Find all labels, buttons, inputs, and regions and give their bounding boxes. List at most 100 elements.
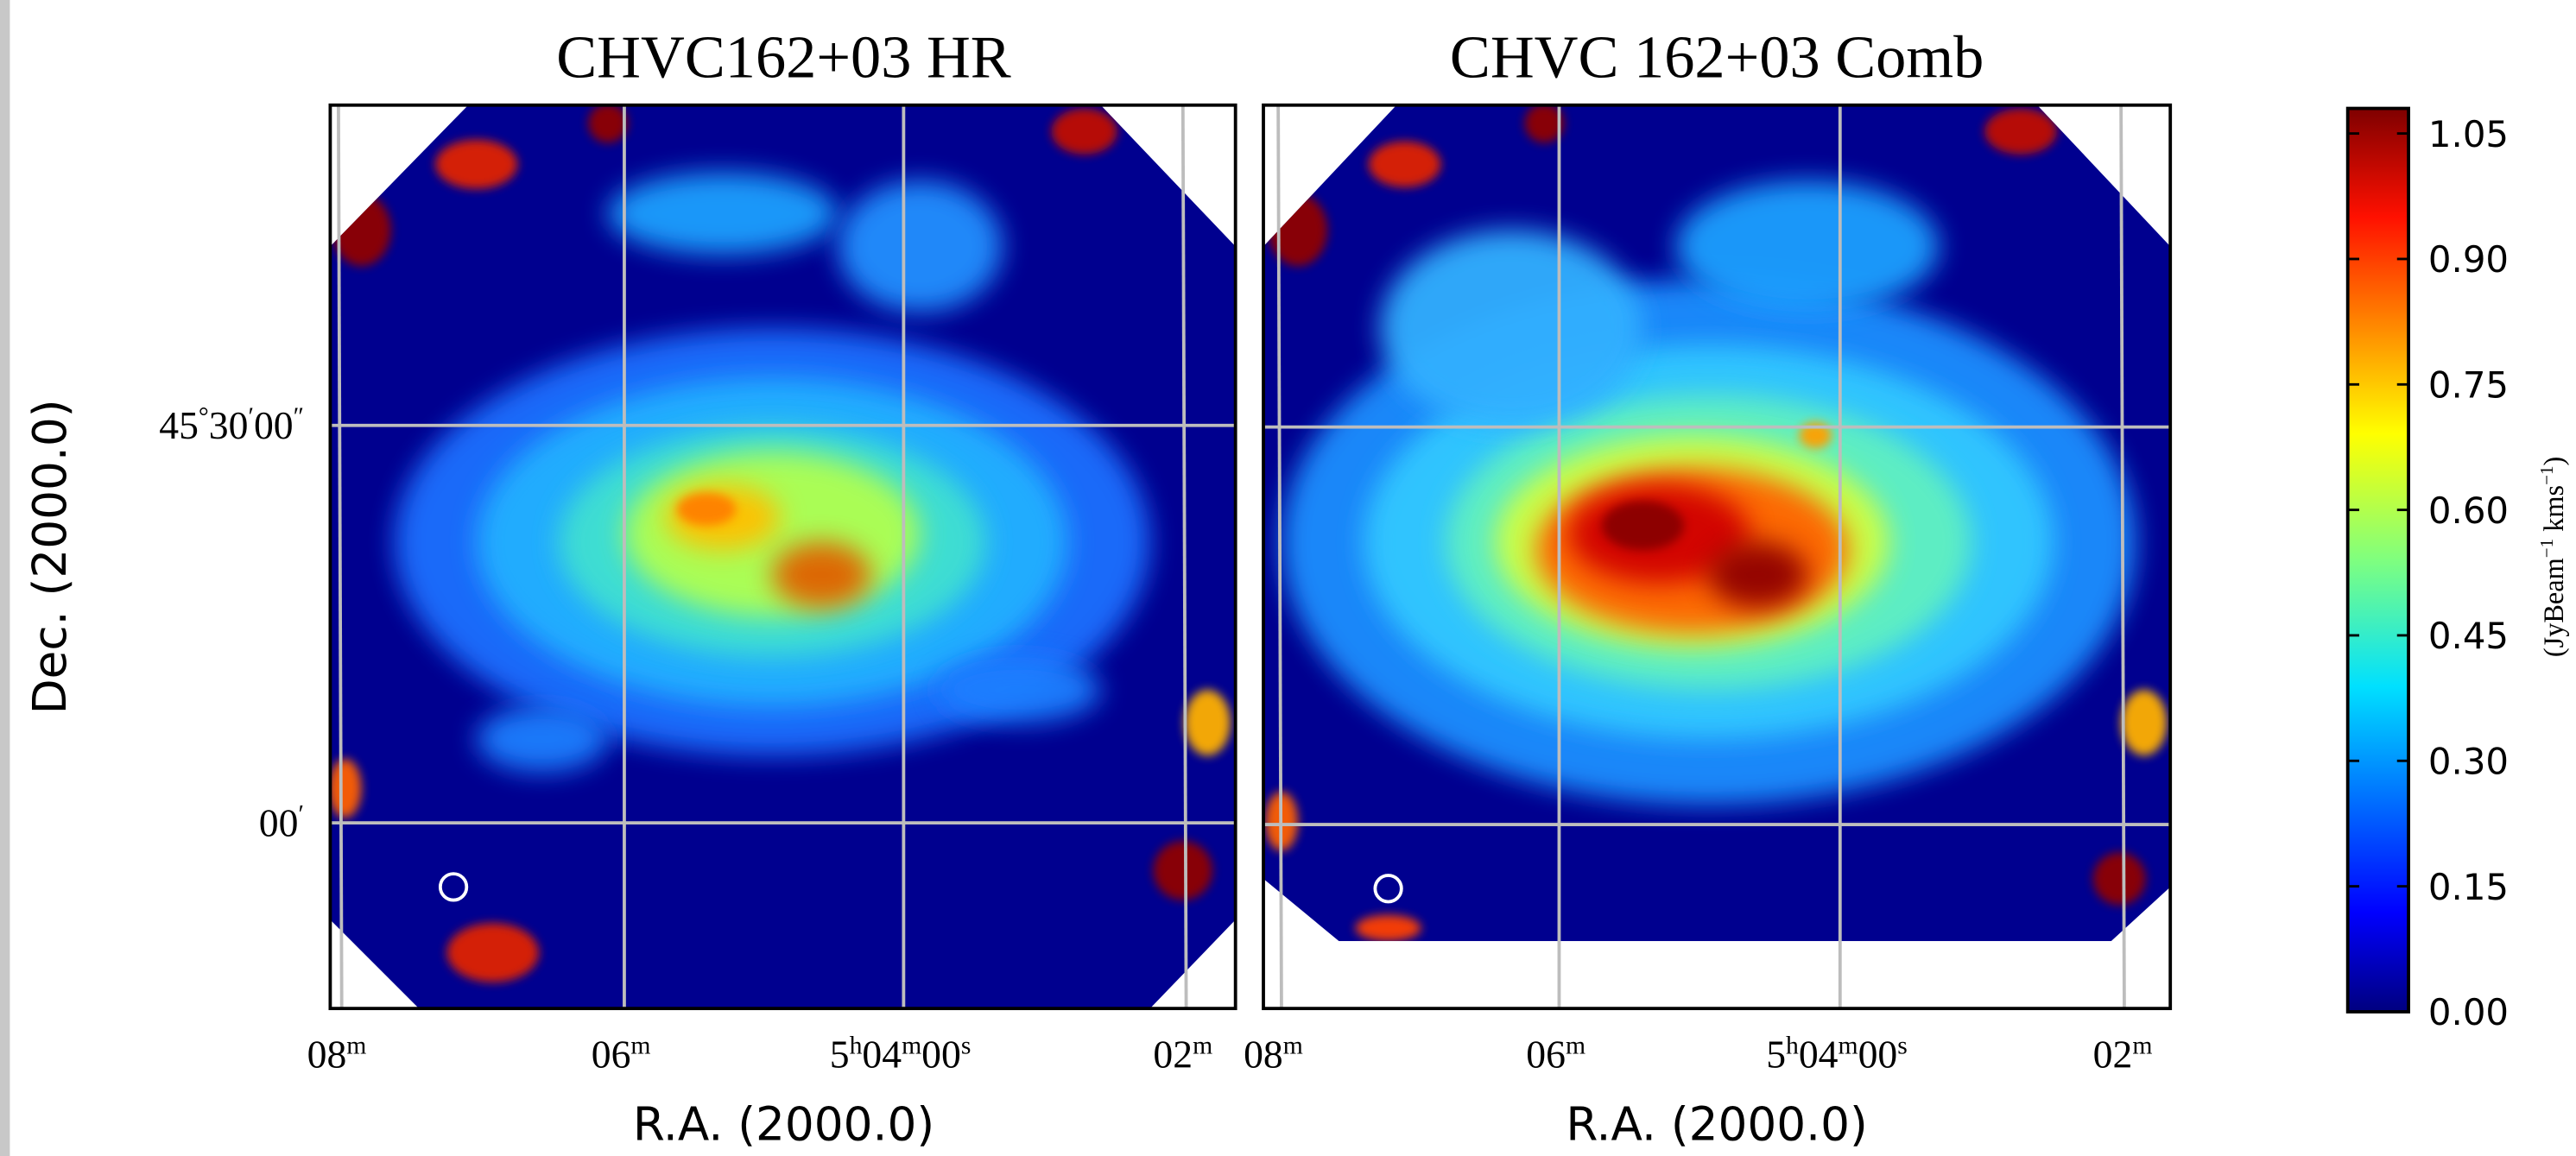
- colorbar-scale: [2345, 106, 2410, 1014]
- y-tick-label: 00′: [259, 800, 304, 844]
- grid-line: [2119, 104, 2126, 1009]
- panel-title: CHVC 162+03 Comb: [1450, 23, 1984, 91]
- map-feature: [1984, 108, 2057, 155]
- beam-marker: [1373, 874, 1403, 904]
- colorbar-tick-label: 0.60: [2428, 490, 2509, 532]
- map-feature: [1708, 541, 1807, 608]
- y-tick-label-sup: ′: [298, 800, 303, 828]
- x-tick-label-sup: s: [961, 1033, 972, 1060]
- x-tick-label: 5h04m00s: [1766, 1033, 1908, 1077]
- intensity-map: [330, 104, 1236, 1009]
- colorbar-label-part: ): [2538, 457, 2569, 466]
- x-tick-label-part: 06: [592, 1033, 631, 1077]
- map-feature: [446, 923, 540, 982]
- plot-frame: [328, 103, 1237, 1011]
- colorbar-label: (JyBeam−1 kms−1): [2536, 457, 2569, 657]
- x-tick-label-sup: s: [1897, 1033, 1908, 1060]
- colorbar-label-part: (JyBeam: [2538, 558, 2569, 657]
- colorbar-tick-label: 0.75: [2428, 364, 2509, 407]
- map-feature: [1051, 108, 1117, 155]
- y-axis-label: Dec. (2000.0): [23, 400, 77, 715]
- x-axis-label: R.A. (2000.0): [633, 1097, 934, 1151]
- x-tick-label-sup: m: [902, 1033, 921, 1060]
- map-feature: [332, 193, 391, 267]
- x-tick-label-part: 08: [1244, 1033, 1283, 1077]
- x-tick-label-part: 06: [1526, 1033, 1566, 1077]
- x-tick-label-sup: m: [1283, 1033, 1303, 1060]
- map-feature: [2092, 852, 2146, 906]
- map-feature: [676, 492, 737, 526]
- x-tick-label-sup: m: [1193, 1033, 1212, 1060]
- map-feature: [588, 104, 628, 143]
- colorbar-tick-label: 0.90: [2428, 238, 2509, 281]
- map-feature: [1153, 841, 1213, 900]
- map-feature: [838, 180, 1003, 313]
- map-feature: [772, 541, 871, 608]
- map-feature: [330, 758, 362, 818]
- x-tick-label-part: 5: [1766, 1033, 1786, 1077]
- colorbar-label-part: kms: [2538, 485, 2569, 539]
- x-tick-label-sup: m: [1839, 1033, 1858, 1060]
- map-feature: [435, 139, 518, 189]
- y-tick-label-part: 45: [159, 403, 199, 447]
- beam-marker: [438, 872, 469, 902]
- grid-line: [1180, 104, 1188, 1009]
- x-tick-label-part: 00: [921, 1033, 961, 1077]
- colorbar: 0.000.150.300.450.600.750.901.05(JyBeam−…: [2345, 106, 2569, 1033]
- colorbar-label-sup: −1: [2536, 539, 2557, 558]
- x-tick-label-part: 04: [1799, 1033, 1839, 1077]
- x-tick-label: 02m: [2093, 1033, 2153, 1077]
- x-tick-label-part: 08: [307, 1033, 347, 1077]
- map-feature: [476, 706, 608, 773]
- x-tick-label: 08m: [1244, 1033, 1303, 1077]
- x-tick-label-part: 02: [1153, 1033, 1193, 1077]
- x-tick-label-sup: h: [1786, 1033, 1799, 1060]
- x-tick-label-sup: h: [850, 1033, 863, 1060]
- panel-title: CHVC162+03 HR: [556, 23, 1011, 91]
- x-tick-label-sup: m: [630, 1033, 650, 1060]
- map-feature: [2121, 690, 2168, 756]
- map-feature: [1355, 914, 1421, 942]
- x-tick-label-sup: m: [1566, 1033, 1585, 1060]
- map-feature: [1675, 180, 1939, 313]
- y-tick-label-sup: ′: [248, 403, 253, 431]
- x-tick-label-sup: m: [2132, 1033, 2152, 1060]
- x-tick-label: 06m: [592, 1033, 651, 1077]
- window-edge: [0, 0, 10, 1156]
- x-tick-label: 5h04m00s: [830, 1033, 972, 1077]
- grid-line: [337, 104, 344, 1009]
- colorbar-tick-label: 0.30: [2428, 741, 2509, 783]
- plot-frame: [1262, 103, 2173, 1011]
- map-feature: [607, 172, 839, 255]
- colorbar-tick-label: 0.00: [2428, 991, 2509, 1033]
- colorbar-tick-label: 0.45: [2428, 615, 2509, 657]
- y-tick-label-part: 30: [209, 403, 249, 447]
- map-feature: [1184, 690, 1231, 756]
- x-tick-label-part: 02: [2093, 1033, 2133, 1077]
- x-tick-label: 02m: [1153, 1033, 1212, 1077]
- intensity-map: [1263, 104, 2171, 942]
- x-tick-label-sup: m: [346, 1033, 366, 1060]
- map-feature: [1368, 141, 1441, 187]
- x-tick-label: 08m: [307, 1033, 367, 1077]
- map-feature: [1380, 230, 1643, 427]
- y-tick-label: 45°30′00″: [159, 403, 304, 447]
- y-tick-label-part: 00: [254, 403, 294, 447]
- colorbar-label-sup: −1: [2536, 466, 2557, 485]
- x-axis-label: R.A. (2000.0): [1566, 1097, 1867, 1151]
- y-tick-label-sup: ″: [294, 403, 304, 431]
- colorbar-tick-label: 0.15: [2428, 866, 2509, 908]
- map-feature: [1601, 501, 1685, 551]
- colorbar-tick-label: 1.05: [2428, 113, 2509, 155]
- x-tick-label: 06m: [1526, 1033, 1585, 1077]
- map-feature: [1524, 104, 1565, 143]
- map-feature: [936, 657, 1101, 723]
- y-tick-label-sup: °: [199, 403, 209, 431]
- grid-line: [1276, 104, 1283, 1009]
- y-tick-label-part: 00: [259, 800, 299, 844]
